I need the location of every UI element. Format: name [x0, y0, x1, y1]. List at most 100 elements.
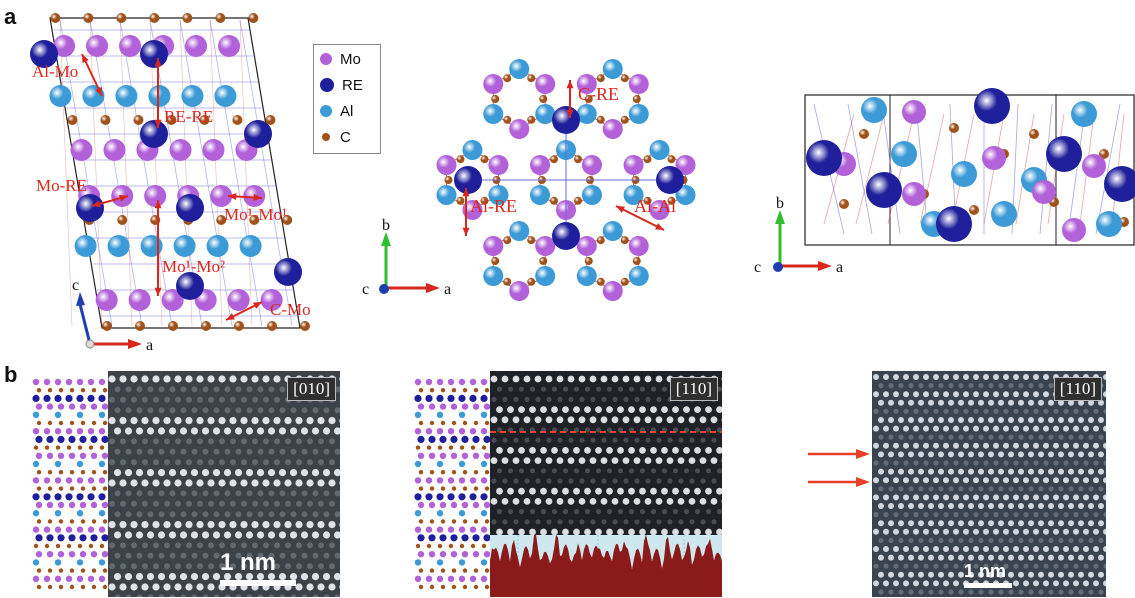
- atom-column: [339, 522, 340, 527]
- atom-column: [938, 451, 944, 458]
- atom-column: [968, 417, 974, 423]
- c-dot: [69, 584, 75, 590]
- atom-column: [562, 447, 569, 454]
- atom-column: [1103, 425, 1106, 432]
- atom-column: [257, 594, 264, 597]
- atom-column: [878, 503, 884, 509]
- atom-column: [245, 469, 254, 477]
- c-atom: [503, 115, 512, 124]
- atom-column: [124, 531, 133, 539]
- atom-column: [251, 375, 259, 383]
- atom-column: [163, 583, 171, 591]
- atom-column: [235, 407, 242, 414]
- c-atom: [632, 95, 641, 103]
- re-dot: [436, 394, 444, 402]
- atom-column: [898, 520, 904, 527]
- re-atom: [454, 166, 482, 194]
- atom-column: [196, 479, 204, 487]
- right-axis-b: b: [776, 195, 784, 212]
- atom-column: [689, 478, 695, 484]
- atom-column: [968, 434, 974, 440]
- atom-column: [595, 487, 602, 495]
- atom-column: [968, 520, 974, 527]
- atom-column: [328, 417, 336, 425]
- atom-column: [943, 494, 949, 501]
- atom-column: [650, 528, 657, 536]
- atom-column: [883, 528, 889, 535]
- atom-column: [958, 451, 964, 458]
- atom-column: [1033, 563, 1039, 569]
- atom-column: [993, 425, 999, 432]
- label-mo-re: Mo-RE: [36, 176, 87, 195]
- atom-column: [655, 375, 663, 383]
- atom-column: [661, 509, 668, 515]
- atom-column: [639, 406, 646, 413]
- mo-dot: [425, 477, 433, 484]
- c-atom: [168, 321, 179, 331]
- al-atom: [576, 104, 597, 124]
- atom-column: [1098, 554, 1104, 561]
- atom-column: [179, 469, 188, 477]
- atom-column: [655, 498, 663, 505]
- atom-column: [623, 478, 629, 484]
- atom-column: [257, 490, 264, 497]
- atom-column: [180, 386, 187, 393]
- atom-column: [600, 416, 608, 424]
- atom-column: [136, 386, 143, 393]
- atom-column: [329, 563, 335, 570]
- label-al-re: Al-RE: [470, 196, 517, 216]
- atom-column: [573, 528, 580, 536]
- c-dot: [418, 486, 424, 491]
- atom-column: [639, 447, 646, 454]
- bond: [881, 103, 901, 235]
- atom-column: [918, 383, 924, 389]
- mo-atom: [169, 139, 192, 161]
- c-dot: [91, 584, 97, 590]
- atom-column: [241, 459, 247, 466]
- c-atom: [300, 321, 311, 331]
- atom-column: [212, 531, 221, 539]
- atom-column: [240, 479, 248, 487]
- atom-column: [948, 399, 954, 406]
- atom-column: [978, 383, 984, 389]
- atom-column: [943, 528, 949, 535]
- atom-column: [333, 427, 340, 435]
- atom-column: [186, 396, 192, 403]
- atom-column: [893, 563, 899, 569]
- atom-column: [1043, 425, 1049, 432]
- atom-column: [1098, 486, 1104, 492]
- c-dot: [69, 388, 75, 393]
- re-dot: [436, 493, 444, 501]
- al-atom: [581, 185, 602, 205]
- atom-column: [1093, 546, 1099, 552]
- al-atom: [206, 235, 229, 257]
- atom-column: [639, 487, 646, 495]
- c-atom: [969, 205, 979, 215]
- atom-column: [623, 396, 629, 402]
- bond: [847, 103, 873, 235]
- atom-column: [109, 563, 115, 570]
- atom-column: [710, 498, 718, 505]
- re-dot: [417, 534, 425, 542]
- re-dot: [79, 435, 87, 443]
- atom-column: [290, 490, 297, 497]
- atom-column: [229, 521, 237, 529]
- atom-column: [650, 468, 657, 474]
- atom-column: [295, 479, 303, 487]
- atom-column: [1038, 417, 1044, 423]
- atom-column: [1003, 546, 1009, 552]
- arrow-head: [655, 223, 664, 230]
- atom-column: [131, 438, 137, 445]
- atom-column: [1043, 374, 1049, 380]
- atom-column: [644, 498, 652, 505]
- c-dot: [58, 568, 64, 573]
- atom-column: [540, 447, 547, 454]
- atom-column: [219, 542, 225, 549]
- atom-column: [639, 528, 646, 536]
- atom-column: [146, 531, 155, 539]
- mo-dot: [436, 526, 444, 533]
- atom-column: [988, 486, 994, 492]
- atom-column: [893, 374, 899, 380]
- c-atom: [667, 155, 676, 164]
- atom-column: [1008, 537, 1014, 543]
